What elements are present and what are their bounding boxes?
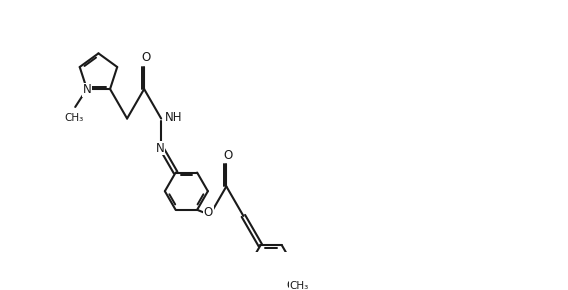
Text: NH: NH bbox=[165, 111, 182, 124]
Text: O: O bbox=[224, 148, 233, 162]
Text: N: N bbox=[82, 84, 91, 97]
Text: CH₃: CH₃ bbox=[65, 113, 84, 123]
Text: O: O bbox=[287, 279, 296, 290]
Text: CH₃: CH₃ bbox=[289, 281, 308, 290]
Text: O: O bbox=[141, 51, 151, 64]
Text: O: O bbox=[204, 206, 213, 220]
Text: N: N bbox=[156, 142, 165, 155]
